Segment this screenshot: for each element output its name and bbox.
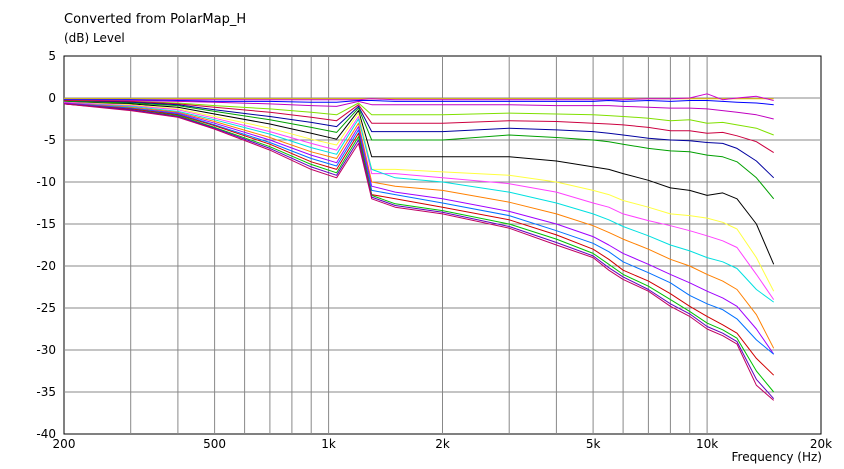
y-tick-label: 5 (48, 49, 56, 63)
x-tick-label: 20k (810, 437, 832, 451)
y-tick-label: -10 (36, 175, 56, 189)
y-tick-label: -20 (36, 259, 56, 273)
series-line-13 (63, 102, 775, 349)
chart-title: Converted from PolarMap_H (64, 12, 247, 27)
series-line-7 (63, 100, 775, 179)
y-tick-label: -30 (36, 343, 56, 357)
series-line-18 (63, 103, 775, 400)
series-line-6 (63, 100, 774, 154)
y-tick-labels: 5 0 -5 -10 -15 -20 -25 -30 -35 -40 (36, 49, 56, 441)
series-line-3 (64, 99, 774, 106)
x-tick-label: 2k (435, 437, 450, 451)
y-tick-label: -5 (44, 133, 56, 147)
series-line-4 (64, 100, 774, 120)
x-tick-labels: 200 500 1k 2k 5k 10k 20k (53, 437, 833, 451)
y-tick-label: -40 (36, 427, 56, 441)
series-line-5 (63, 100, 774, 136)
series-line-16 (63, 103, 775, 376)
series-line-9 (63, 101, 775, 265)
x-tick-label: 500 (203, 437, 226, 451)
x-tick-label: 1k (321, 437, 336, 451)
series-lines (63, 93, 775, 401)
series-line-2 (64, 93, 774, 101)
y-axis-label: (dB) Level (64, 31, 125, 45)
series-line-15 (63, 103, 775, 355)
x-tick-label: 10k (696, 437, 718, 451)
series-line-10 (63, 101, 775, 292)
series-line-11 (63, 101, 775, 300)
series-line-19 (63, 103, 775, 401)
x-tick-label: 5k (586, 437, 601, 451)
y-tick-label: -35 (36, 385, 56, 399)
y-tick-label: -25 (36, 301, 56, 315)
y-tick-label: 0 (48, 91, 56, 105)
series-line-17 (63, 103, 775, 393)
x-axis-label: Frequency (Hz) (731, 450, 823, 464)
series-line-14 (63, 102, 775, 355)
series-line-8 (63, 100, 775, 200)
y-tick-label: -15 (36, 217, 56, 231)
x-tick-label: 200 (53, 437, 76, 451)
series-line-12 (63, 102, 774, 303)
